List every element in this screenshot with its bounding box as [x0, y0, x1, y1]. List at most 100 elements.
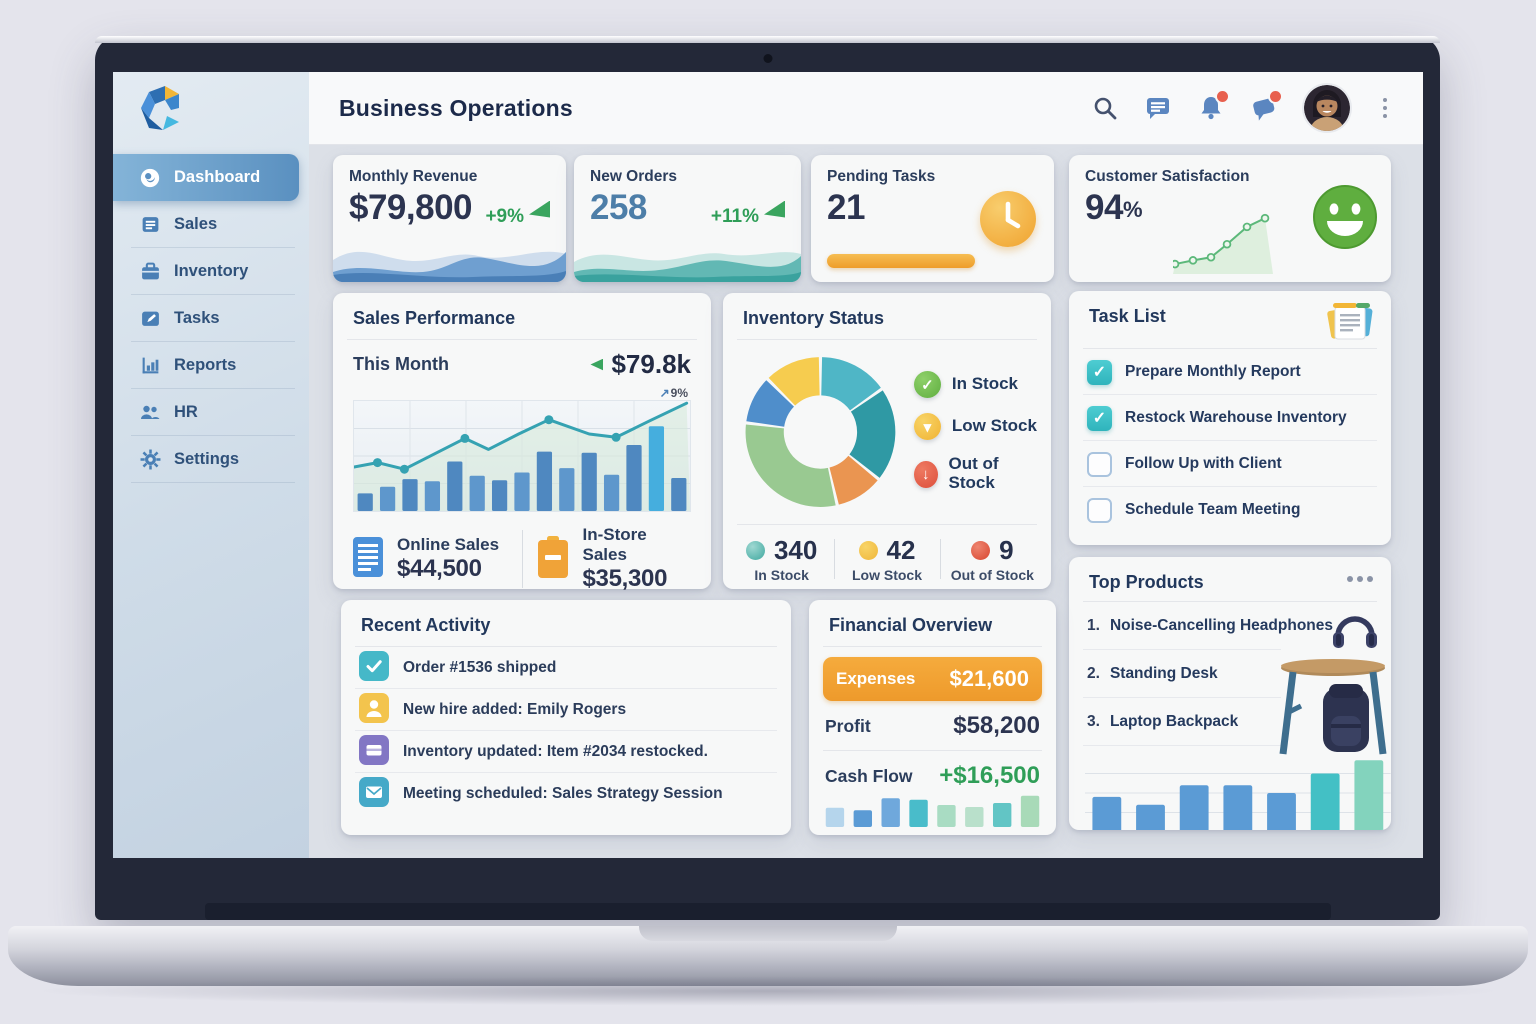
task-row: ✓ Restock Warehouse Inventory — [1069, 395, 1391, 441]
kpi-card-monthly-revenue: Monthly Revenue $79,800 +9% — [333, 155, 566, 282]
check-icon — [359, 650, 389, 686]
expenses-label: Expenses — [836, 669, 916, 688]
sidebar-item-sales[interactable]: Sales — [113, 201, 309, 248]
page-title: Business Operations — [339, 94, 573, 121]
kpi-delta: +9% — [485, 206, 524, 227]
kpi-title: Customer Satisfaction — [1085, 168, 1250, 185]
kpi-title: Monthly Revenue — [349, 168, 478, 185]
sales-performance-card: Sales Performance This Month $79.8k 9% — [333, 293, 711, 592]
checkbox-checked[interactable]: ✓ — [1087, 359, 1112, 385]
person-icon — [359, 692, 389, 728]
sidebar-item-label: HR — [174, 403, 198, 421]
people-icon — [139, 402, 161, 424]
kpi-card-pending-tasks: Pending Tasks 21 — [811, 155, 1054, 282]
kpi-title: New Orders — [590, 168, 678, 185]
bell-icon[interactable] — [1198, 89, 1230, 121]
online-sales-icon — [351, 535, 385, 584]
chat-icon[interactable] — [1145, 95, 1171, 121]
sidebar-item-label: Dashboard — [174, 168, 261, 186]
kpi-delta: +11% — [710, 206, 759, 227]
task-row: ✓ Prepare Monthly Report — [1069, 349, 1391, 395]
headphones-image — [1329, 604, 1381, 657]
notification-badge — [1268, 89, 1283, 104]
kpi-value: $79,800 — [349, 188, 473, 227]
sidebar-item-reports[interactable]: Reports — [113, 342, 309, 389]
kebab-menu-icon[interactable] — [1377, 96, 1393, 120]
kpi-value: 94 — [1085, 188, 1123, 227]
metric-value: $35,300 — [582, 565, 668, 592]
gear-icon — [139, 449, 161, 471]
chart-annotation: 9% — [660, 386, 688, 400]
card-title: Sales Performance — [353, 308, 516, 328]
top-products-card: Top Products 1. Noise-Cancelling Headpho… — [1069, 557, 1391, 830]
inventory-status-card: Inventory Status ✓ In Stock ▾ Low Stock … — [723, 293, 1051, 589]
sidebar-item-inventory[interactable]: Inventory — [113, 248, 309, 295]
teal-dot-icon — [745, 541, 765, 560]
cashflow-bar-chart — [825, 795, 1040, 827]
app-logo-icon — [135, 84, 187, 139]
chevron-down-circle-icon: ▾ — [913, 413, 941, 441]
document-icon — [139, 214, 161, 236]
wave-sparkline — [333, 251, 566, 282]
card-title: Task List — [1089, 306, 1166, 326]
webcam-dot — [763, 54, 773, 63]
checkbox-unchecked[interactable] — [1087, 451, 1112, 477]
sidebar-item-tasks[interactable]: Tasks — [113, 295, 309, 342]
sidebar-item-dashboard[interactable]: Dashboard — [113, 154, 299, 201]
product-row: 2. Standing Desk — [1069, 650, 1391, 698]
search-icon[interactable] — [1092, 95, 1118, 121]
kpi-card-new-orders: New Orders 258 +11% — [574, 155, 801, 282]
legend-in-stock: ✓ In Stock — [913, 371, 1037, 399]
tasks-progress-bar — [827, 254, 975, 268]
avatar[interactable] — [1304, 85, 1350, 131]
legend-out-of-stock: ↓ Out of Stock — [913, 454, 1037, 492]
up-arrow-icon — [529, 200, 550, 218]
activity-row: Order #1536 shipped — [341, 647, 791, 689]
products-bar-chart — [1085, 760, 1391, 830]
product-row: 1. Noise-Cancelling Headphones — [1069, 602, 1391, 650]
sales-chart: 9% — [353, 386, 691, 512]
stat-low-stock: 42 Low Stock — [834, 535, 939, 583]
product-row: 3. Laptop Backpack — [1069, 698, 1391, 746]
ellipsis-menu-icon[interactable] — [1347, 576, 1373, 582]
kpi-unit: % — [1122, 197, 1143, 222]
trend-arrow-icon — [590, 358, 604, 371]
notes-stack-icon — [1323, 301, 1375, 348]
checkbox-unchecked[interactable] — [1087, 497, 1112, 523]
sidebar-item-label: Inventory — [174, 262, 249, 280]
period-label: This Month — [353, 354, 449, 374]
activity-row: Meeting scheduled: Sales Strategy Sessio… — [341, 773, 791, 815]
kpi-value: 258 — [590, 188, 647, 227]
app-screen: Dashboard Sales Inventory — [113, 72, 1423, 858]
sidebar-item-hr[interactable]: HR — [113, 389, 309, 436]
recent-activity-card: Recent Activity Order #1536 shipped New … — [341, 600, 791, 835]
checkbox-checked[interactable]: ✓ — [1087, 405, 1112, 431]
legend-low-stock: ▾ Low Stock — [913, 413, 1037, 441]
card-title: Inventory Status — [743, 308, 885, 328]
task-row: Follow Up with Client — [1069, 441, 1391, 487]
laptop-shadow — [28, 976, 1508, 1006]
metric-label: Online Sales — [397, 535, 500, 554]
inventory-donut-chart — [745, 357, 896, 507]
sidebar: Dashboard Sales Inventory — [113, 72, 309, 858]
card-title: Top Products — [1089, 572, 1204, 592]
stat-out-of-stock: 9 Out of Stock — [939, 535, 1045, 583]
up-arrow-icon — [764, 200, 785, 218]
wave-sparkline — [574, 252, 801, 282]
clock-icon — [980, 191, 1036, 247]
card-title: Recent Activity — [361, 615, 491, 635]
notification-badge — [1215, 89, 1230, 104]
card-title: Financial Overview — [829, 615, 993, 635]
kpi-value: 21 — [827, 188, 865, 227]
instore-sales-metric: In-Store Sales $35,300 — [535, 525, 694, 593]
task-row: Schedule Team Meeting — [1069, 487, 1391, 533]
dashboard-icon — [139, 167, 161, 189]
sidebar-item-label: Sales — [174, 215, 218, 233]
box-icon — [359, 734, 389, 770]
task-pencil-icon — [139, 308, 161, 330]
sidebar-item-settings[interactable]: Settings — [113, 436, 309, 483]
sidebar-item-label: Settings — [174, 450, 240, 468]
kpi-title: Pending Tasks — [827, 168, 936, 185]
announcement-icon[interactable] — [1251, 89, 1283, 121]
satisfaction-line-chart — [1173, 213, 1273, 274]
